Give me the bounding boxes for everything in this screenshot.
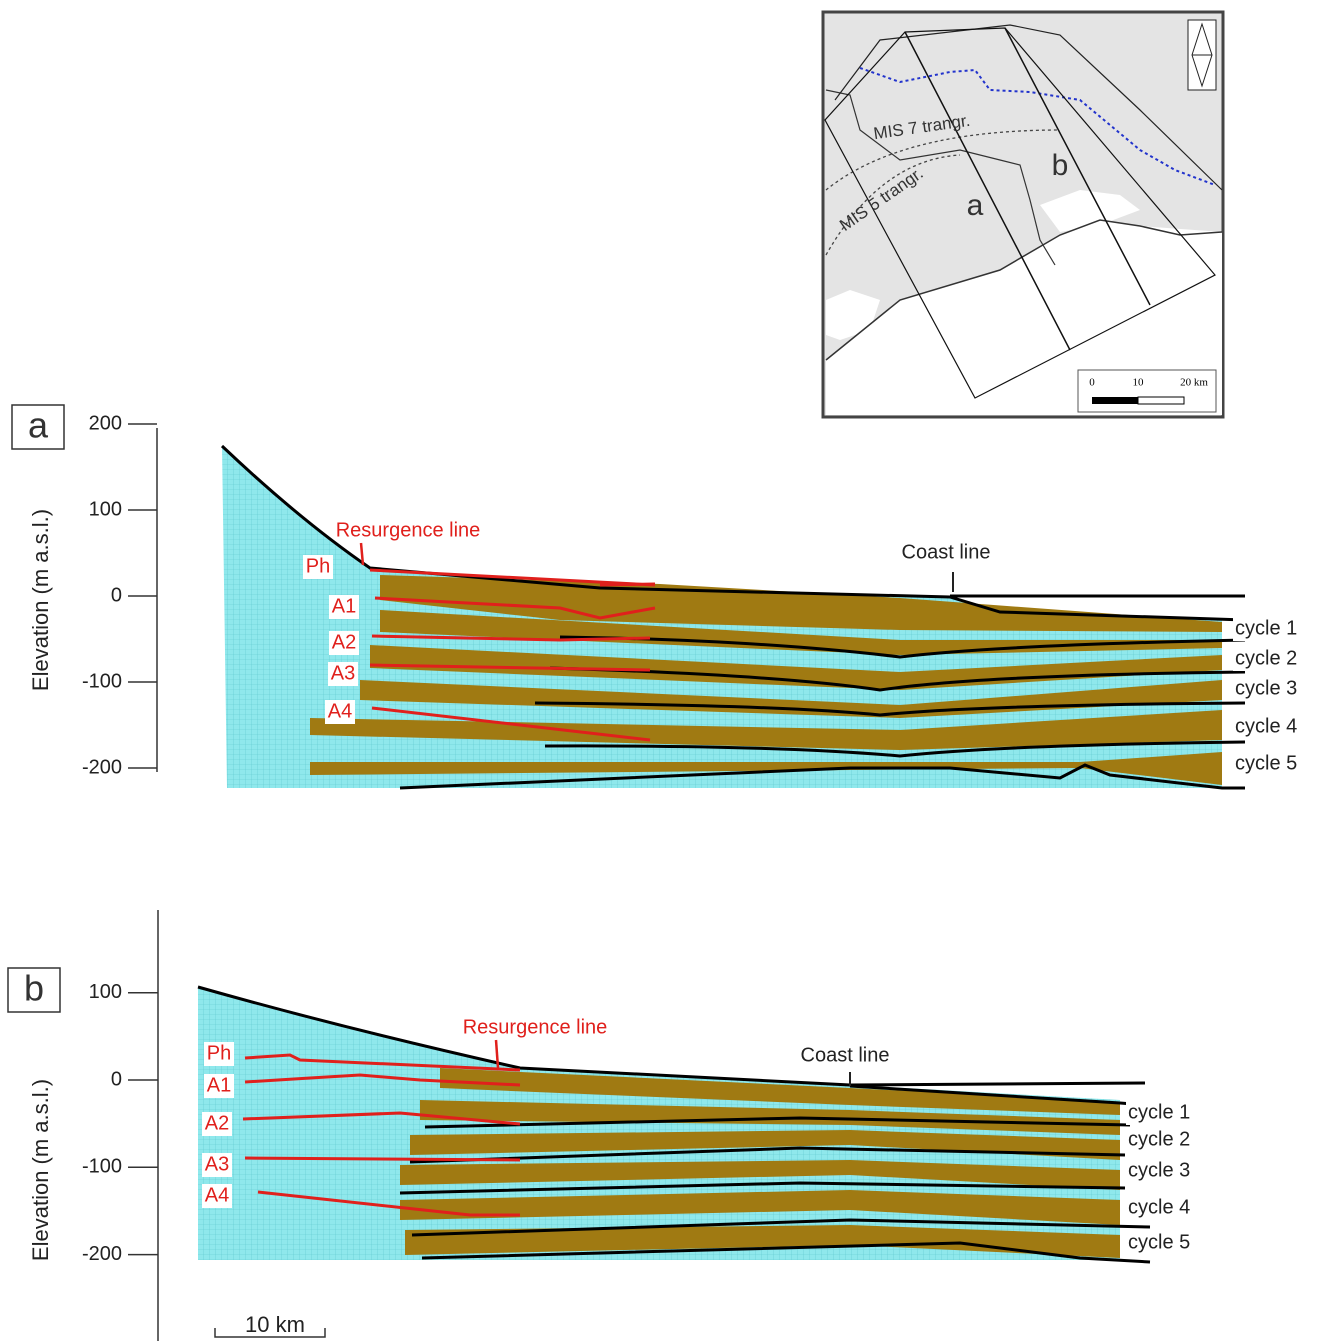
scale-bar [214,1328,326,1338]
section-b [197,985,1151,1264]
y-axis-label: Elevation (m a.s.l.) [28,509,53,691]
resurgence-tick [359,542,365,566]
layer-label: A2 [205,1112,229,1134]
cycle-label: cycle 1 [1128,1101,1190,1123]
cycle-label-bg [1233,647,1307,671]
cycle-label-bg [1126,1128,1200,1152]
cycle-label: cycle 5 [1235,752,1297,774]
layer-label-bg [329,595,359,619]
cycle-label: cycle 2 [1235,647,1297,669]
map-inset [821,10,1225,419]
resurgence-label: Resurgence line [463,1016,608,1038]
panel-label: b [24,968,44,1009]
y-tick-label: -200 [82,1243,122,1265]
layer-label-bg [202,1184,232,1208]
layer-label: A1 [332,595,356,617]
section-a [220,444,1246,790]
layer-label-bg [303,555,333,579]
layer-label: A4 [205,1184,229,1206]
cycle-label: cycle 4 [1128,1196,1190,1218]
cycle-label-bg [1126,1101,1200,1125]
y-axis-label: Elevation (m a.s.l.) [28,1079,53,1261]
layer-label-bg [204,1042,234,1066]
resurgence-label: Resurgence line [336,519,481,541]
layer-label-bg [204,1074,234,1098]
layer-label: A4 [328,700,352,722]
section-label: a [967,189,984,222]
cycle-label-bg [1233,752,1307,776]
panel-label-box [7,967,61,1013]
y-tick-label: -200 [82,756,122,778]
layer-label-bg [329,631,359,655]
y-tick-label: 0 [111,584,122,606]
cycle-label: cycle 4 [1235,715,1297,737]
layer-label: A3 [205,1153,229,1175]
coast-label: Coast line [902,541,991,563]
cycle-label: cycle 5 [1128,1231,1190,1253]
map-scale-label: 10 [1133,377,1145,389]
cycle-label-bg [1126,1159,1200,1183]
y-tick-label: 100 [89,498,122,520]
y-tick-label: 100 [89,981,122,1003]
layer-label-bg [202,1153,232,1177]
cycle-label-bg [1126,1196,1200,1220]
panel-label: a [28,405,49,446]
cycle-label: cycle 3 [1128,1159,1190,1181]
map-scale-label: 20 km [1180,377,1208,389]
layer-label: Ph [306,555,330,577]
cycle-label-bg [1126,1231,1200,1255]
layer-label: A1 [207,1074,231,1096]
y-tick-label: -100 [82,1156,122,1178]
cycle-label: cycle 1 [1235,617,1297,639]
y-tick-label: 0 [111,1068,122,1090]
panel-label-box [11,404,65,450]
coast-label: Coast line [801,1044,890,1066]
cycle-label-bg [1233,715,1307,739]
scale-bar-label: 10 km [245,1312,305,1337]
cycle-label: cycle 2 [1128,1128,1190,1150]
layer-label-bg [202,1112,232,1136]
section-label: b [1052,149,1069,182]
resurgence-tick [494,1039,500,1069]
cycle-label-bg [1233,677,1307,701]
map-scale-label: 0 [1089,377,1095,389]
cycle-label: cycle 3 [1235,677,1297,699]
layer-label: A3 [331,662,355,684]
layer-label-bg [328,662,358,686]
layer-label: Ph [207,1042,231,1064]
y-tick-label: 200 [89,412,122,434]
layer-label-bg [325,700,355,724]
cycle-label-bg [1233,617,1307,641]
layer-label: A2 [332,631,356,653]
y-tick-label: -100 [82,670,122,692]
